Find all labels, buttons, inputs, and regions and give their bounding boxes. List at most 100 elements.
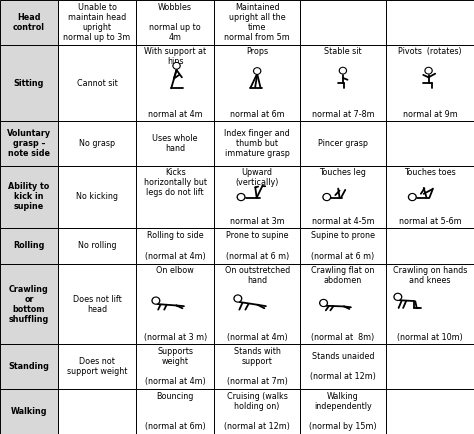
Circle shape [426, 69, 431, 73]
Bar [58, 389, 136, 434]
Text: Prone to supine

(normal at 6 m): Prone to supine (normal at 6 m) [226, 231, 289, 260]
Text: Uses whole
hand: Uses whole hand [153, 134, 198, 153]
Text: Pivots  (rotates): Pivots (rotates) [398, 47, 462, 56]
Text: Props: Props [246, 47, 268, 56]
Text: Wobbles

normal up to
4m: Wobbles normal up to 4m [149, 3, 201, 42]
Bar [300, 344, 386, 389]
Circle shape [319, 299, 328, 307]
Bar [58, 344, 136, 389]
Text: Cannot sit: Cannot sit [77, 79, 118, 88]
Text: (normal at 4m): (normal at 4m) [227, 333, 288, 342]
Circle shape [233, 294, 242, 302]
Circle shape [395, 295, 401, 299]
Text: normal at 3m: normal at 3m [230, 217, 284, 226]
Circle shape [235, 296, 240, 301]
Text: Stands with
support

(normal at 7m): Stands with support (normal at 7m) [227, 347, 288, 386]
Circle shape [253, 67, 262, 75]
Bar [300, 227, 386, 264]
Bar [58, 45, 136, 121]
Circle shape [174, 64, 179, 68]
Bar [386, 121, 474, 166]
Text: Walking
independently

(normal by 15m): Walking independently (normal by 15m) [309, 392, 377, 431]
Bar [214, 389, 300, 434]
Bar [214, 0, 300, 45]
Bar [214, 45, 300, 121]
Circle shape [338, 67, 347, 75]
Text: Supine to prone

(normal at 6 m): Supine to prone (normal at 6 m) [311, 231, 375, 260]
Circle shape [324, 195, 329, 199]
Bar [386, 389, 474, 434]
Circle shape [237, 193, 246, 201]
Circle shape [238, 195, 244, 199]
Circle shape [393, 293, 402, 301]
Text: On elbow: On elbow [156, 266, 194, 275]
Bar [58, 227, 136, 264]
Bar [0, 344, 58, 389]
Text: Does not lift
head: Does not lift head [73, 295, 121, 314]
Text: Pincer grasp: Pincer grasp [318, 139, 368, 148]
Text: Rolling to side

(normal at 4m): Rolling to side (normal at 4m) [145, 231, 206, 260]
Text: Does not
support weight: Does not support weight [67, 357, 127, 376]
Text: Kicks
horizontally but
legs do not lift: Kicks horizontally but legs do not lift [144, 168, 207, 197]
Bar [214, 166, 300, 227]
Bar [300, 45, 386, 121]
Text: Crawling
or
bottom
shuffling: Crawling or bottom shuffling [9, 285, 49, 324]
Text: Touches leg: Touches leg [319, 168, 366, 177]
Text: Sitting: Sitting [14, 79, 44, 88]
Bar [136, 344, 214, 389]
Text: On outstretched
hand: On outstretched hand [225, 266, 290, 285]
Circle shape [255, 69, 259, 73]
Bar [300, 0, 386, 45]
Bar [58, 121, 136, 166]
Bar [386, 344, 474, 389]
Bar [386, 227, 474, 264]
Text: No rolling: No rolling [78, 241, 116, 250]
Bar [0, 45, 58, 121]
Text: Rolling: Rolling [13, 241, 45, 250]
Bar [0, 166, 58, 227]
Bar [136, 389, 214, 434]
Bar [214, 227, 300, 264]
Text: (normal at 10m): (normal at 10m) [397, 333, 463, 342]
Bar [58, 264, 136, 344]
Bar [300, 121, 386, 166]
Text: Walking: Walking [11, 407, 47, 416]
Text: Stable sit: Stable sit [324, 47, 362, 56]
Text: normal at 5-6m: normal at 5-6m [399, 217, 461, 226]
Text: (normal at  8m): (normal at 8m) [311, 333, 374, 342]
Circle shape [321, 301, 326, 305]
Text: Crawling flat on
abdomen: Crawling flat on abdomen [311, 266, 374, 285]
Text: No grasp: No grasp [79, 139, 115, 148]
Text: normal at 6m: normal at 6m [230, 110, 284, 119]
Text: Supports
weight

(normal at 4m): Supports weight (normal at 4m) [145, 347, 206, 386]
Bar [386, 45, 474, 121]
Text: Maintained
upright all the
time
normal from 5m: Maintained upright all the time normal f… [224, 3, 290, 42]
Bar [386, 0, 474, 45]
Text: Cruising (walks
holding on)

(normal at 12m): Cruising (walks holding on) (normal at 1… [224, 392, 290, 431]
Bar [0, 121, 58, 166]
Bar [0, 0, 58, 45]
Bar [136, 227, 214, 264]
Text: Voluntary
grasp –
note side: Voluntary grasp – note side [7, 129, 51, 158]
Bar [214, 121, 300, 166]
Text: Ability to
kick in
supine: Ability to kick in supine [9, 182, 50, 211]
Bar [136, 166, 214, 227]
Circle shape [424, 67, 433, 75]
Bar [136, 121, 214, 166]
Text: Stands unaided

(normal at 12m): Stands unaided (normal at 12m) [310, 352, 376, 381]
Text: Touches toes: Touches toes [404, 168, 456, 177]
Bar [58, 166, 136, 227]
Bar [300, 264, 386, 344]
Text: Crawling on hands
and knees: Crawling on hands and knees [392, 266, 467, 285]
Circle shape [173, 62, 181, 70]
Bar [0, 264, 58, 344]
Bar [386, 264, 474, 344]
Text: normal at 4m: normal at 4m [148, 110, 202, 119]
Circle shape [408, 193, 417, 201]
Bar [136, 45, 214, 121]
Text: normal at 7-8m: normal at 7-8m [311, 110, 374, 119]
Circle shape [151, 296, 160, 305]
Bar [386, 166, 474, 227]
Text: No kicking: No kicking [76, 192, 118, 201]
Circle shape [154, 298, 158, 303]
